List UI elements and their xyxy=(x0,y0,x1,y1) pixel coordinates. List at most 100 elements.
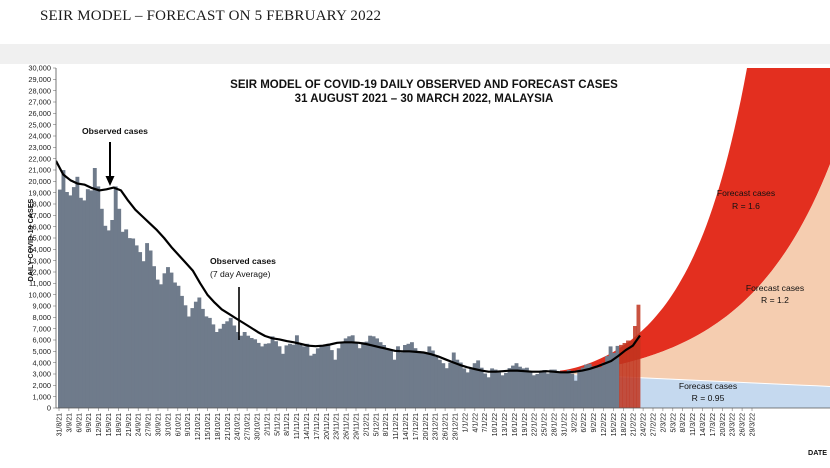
observed-bar xyxy=(173,282,177,408)
observed-bar xyxy=(437,359,442,408)
observed-bar xyxy=(200,308,205,408)
text-layer: SEIR MODEL OF COVID-19 DAILY OBSERVED AN… xyxy=(26,79,827,457)
observed-bar xyxy=(96,186,101,408)
observed-bar xyxy=(333,359,338,408)
observed-bar xyxy=(451,352,456,408)
observed-bar xyxy=(350,335,355,408)
observed-bar xyxy=(444,368,449,408)
x-tick-label: 29/3/22 xyxy=(750,413,757,436)
observed-bar xyxy=(239,335,244,408)
x-tick-label: 22/1/22 xyxy=(532,413,539,436)
x-tick-label: 5/12/21 xyxy=(373,413,380,436)
x-tick-label: 27/10/21 xyxy=(245,413,252,440)
observed-bar xyxy=(106,230,111,408)
y-tick-label: 5,000 xyxy=(33,347,52,356)
observed-bar xyxy=(270,336,275,408)
observed-bar xyxy=(396,346,400,408)
observed-bar xyxy=(228,317,233,408)
forecast-r095-label-line2: R = 0.95 xyxy=(692,393,725,403)
x-tick-label: 30/10/21 xyxy=(255,413,262,440)
observed-bar xyxy=(368,335,373,408)
observed-bar xyxy=(584,364,589,408)
observed-bar xyxy=(131,238,136,408)
observed-bar xyxy=(511,365,515,408)
observed-bar xyxy=(103,225,108,408)
observed-bar xyxy=(322,345,327,408)
observed-bar xyxy=(218,328,223,408)
observed-bar xyxy=(382,345,386,408)
observed-bar xyxy=(186,316,191,408)
y-tick-label: 19,000 xyxy=(28,188,51,197)
forecast-r12-label-line1: Forecast cases xyxy=(746,283,804,293)
observed-bar xyxy=(249,338,254,408)
observed-bar xyxy=(378,342,383,408)
observed-bar xyxy=(462,368,467,408)
annotation-arrowhead-observed xyxy=(105,176,115,186)
observed-bar xyxy=(207,317,212,408)
observed-bar xyxy=(291,344,296,408)
observed-bar xyxy=(138,252,143,408)
observed-bar xyxy=(193,301,198,408)
observed-bar xyxy=(633,326,637,408)
forecast-r095-label-line1: Forecast cases xyxy=(679,381,737,391)
observed-bar xyxy=(82,200,87,408)
observed-bar xyxy=(68,195,73,408)
x-tick-label: 17/11/21 xyxy=(314,413,321,440)
observed-bar xyxy=(455,359,460,408)
x-tick-label: 20/11/21 xyxy=(324,413,331,440)
observed-bar xyxy=(389,350,393,408)
observed-bar xyxy=(423,352,428,408)
y-tick-label: 20,000 xyxy=(28,177,51,186)
x-tick-label: 2/3/22 xyxy=(660,413,667,433)
x-tick-label: 21/10/21 xyxy=(225,413,232,440)
observed-bar xyxy=(392,359,397,408)
observed-bar xyxy=(263,343,268,408)
observed-bar xyxy=(497,372,501,408)
x-tick-label: 15/2/22 xyxy=(611,413,618,436)
observed-bar xyxy=(92,168,97,408)
y-tick-label: 2,000 xyxy=(33,381,52,390)
observed-bar xyxy=(169,272,174,408)
observed-bar xyxy=(329,350,334,408)
observed-bar xyxy=(274,341,278,408)
x-tick-label: 13/1/22 xyxy=(502,413,509,436)
observed-bar xyxy=(148,250,153,408)
y-tick-label: 7,000 xyxy=(33,324,52,333)
axes-layer: 0 1,000 2,000 3,000 4,000 5,000 6,000 7,000 8,00… xyxy=(28,64,830,440)
x-tick-label: 25/1/22 xyxy=(542,413,549,436)
y-tick-label: 0 xyxy=(47,404,51,413)
observed-bar xyxy=(552,369,557,408)
observed-bar xyxy=(629,341,634,408)
observed-bar xyxy=(413,348,418,408)
observed-bar xyxy=(85,189,90,408)
observed-bar xyxy=(312,353,317,408)
observed-bar xyxy=(490,368,495,408)
x-tick-label: 24/10/21 xyxy=(235,413,242,440)
observed-bar xyxy=(483,373,488,408)
observed-bar xyxy=(504,372,508,408)
x-tick-label: 24/2/22 xyxy=(641,413,648,436)
observed-bar xyxy=(441,363,446,408)
observed-bar xyxy=(58,189,62,408)
observed-bar xyxy=(507,368,512,408)
observed-bar xyxy=(364,341,369,408)
x-tick-label: 8/12/21 xyxy=(383,413,390,436)
y-tick-label: 26,000 xyxy=(28,109,51,118)
observed-bar xyxy=(354,343,359,408)
x-tick-label: 2/11/21 xyxy=(264,413,271,436)
x-tick-label: 24/9/21 xyxy=(136,413,143,436)
forecast-area-r16 xyxy=(560,68,830,373)
page-heading: SEIR MODEL – FORECAST ON 5 FEBRUARY 2022 xyxy=(40,8,382,24)
x-tick-label: 6/9/21 xyxy=(76,413,83,433)
observed-bar xyxy=(75,176,80,408)
x-tick-label: 29/12/21 xyxy=(453,413,460,440)
observed-bar xyxy=(336,348,341,408)
x-tick-label: 23/12/21 xyxy=(433,413,440,440)
y-tick-label: 12,000 xyxy=(28,268,51,277)
x-tick-label: 15/9/21 xyxy=(106,413,113,436)
forecast-layer xyxy=(559,68,830,408)
y-tick-label: 24,000 xyxy=(28,132,51,141)
x-tick-label: 5/3/22 xyxy=(670,413,677,433)
x-tick-label: 4/1/22 xyxy=(472,413,479,433)
observed-bar xyxy=(162,273,167,408)
